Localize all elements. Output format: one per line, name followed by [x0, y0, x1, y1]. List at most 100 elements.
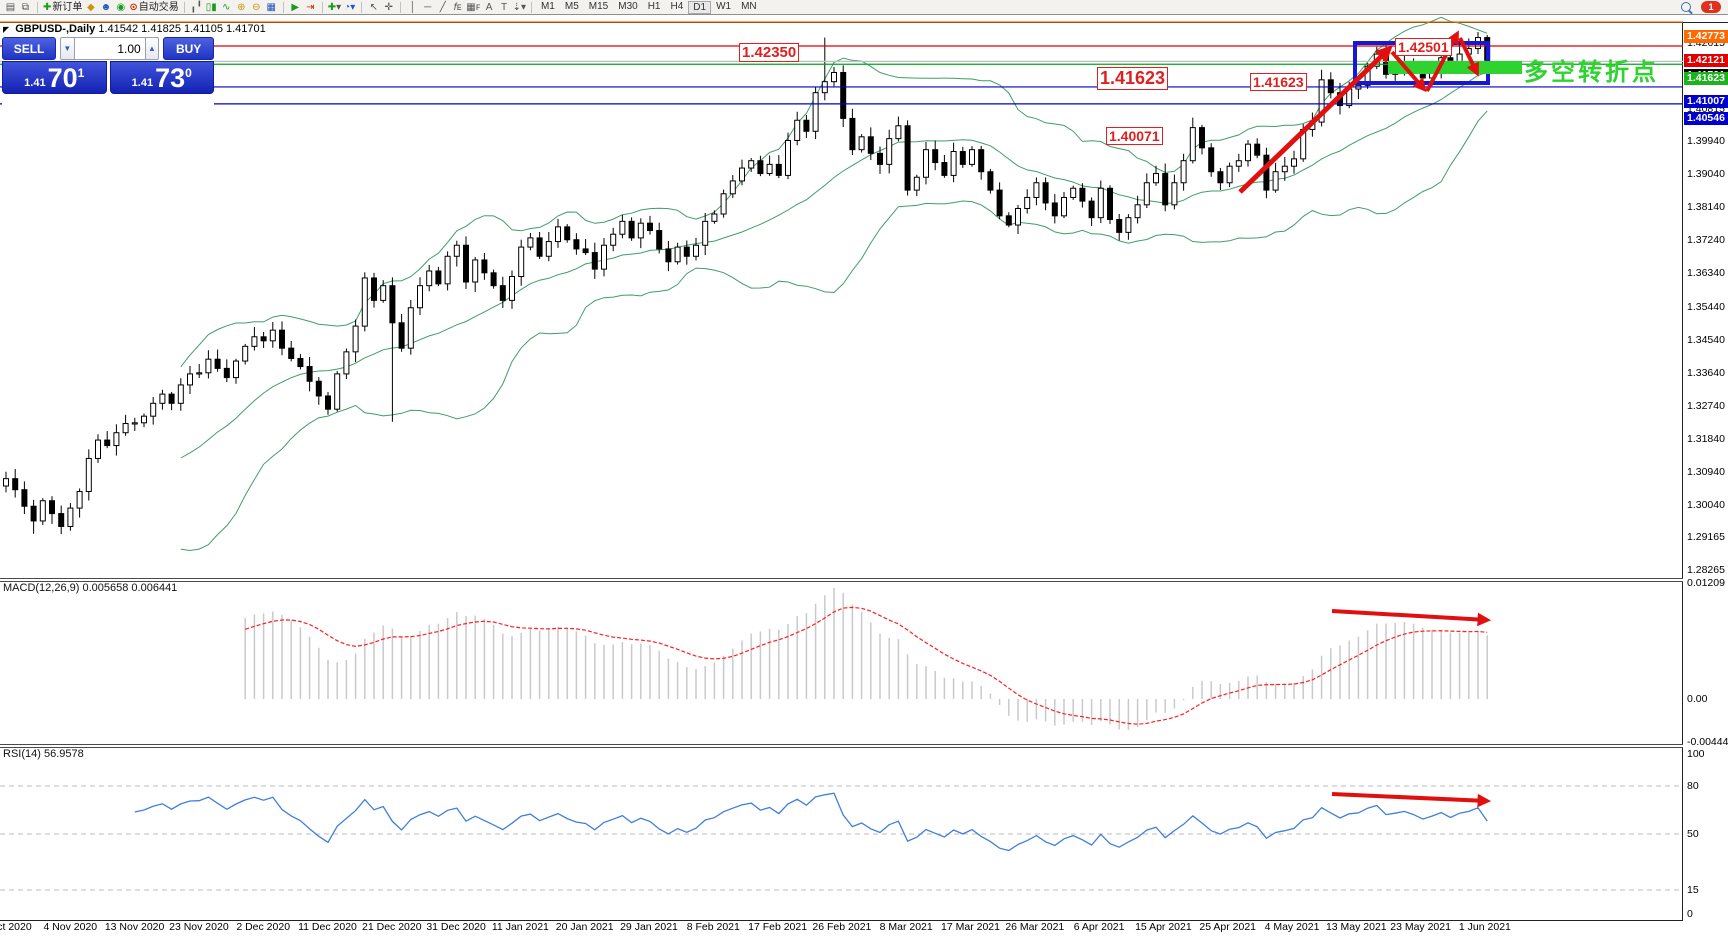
price-tag-1.42350[interactable]: 1.42350 [739, 43, 800, 63]
candle-body [1208, 147, 1215, 173]
candle-body [950, 151, 957, 176]
candle-body [803, 119, 810, 132]
candle-body [1189, 127, 1196, 162]
candle-body [573, 239, 580, 250]
red-trend-arrow[interactable] [1425, 30, 1459, 92]
timeframe-M15[interactable]: M15 [588, 0, 609, 12]
price-tick-1.30940: 1.30940 [1687, 465, 1725, 478]
auto-scroll-icon[interactable]: ⇥ [306, 1, 315, 13]
notification-badge[interactable]: 1 [1701, 1, 1721, 13]
sell-price-display[interactable]: 1.41 70 1 [2, 61, 107, 94]
timeframe-H1[interactable]: H1 [647, 0, 661, 12]
rsi-red-arrow[interactable] [1331, 792, 1492, 808]
candlestick-chart-icon[interactable]: ▯▮ [205, 1, 217, 13]
candle-body [1199, 127, 1205, 149]
candle-body [12, 478, 19, 491]
green-bar-object[interactable] [1388, 61, 1522, 74]
candle-body [656, 230, 663, 250]
candle-body [729, 180, 736, 195]
timeframe-MN[interactable]: MN [741, 0, 757, 12]
deposit-icon[interactable]: ◆ [87, 1, 95, 13]
timeframe-M5[interactable]: M5 [564, 0, 579, 12]
buy-button[interactable]: BUY [163, 37, 214, 60]
rsi-axis-15: 15 [1687, 884, 1699, 896]
bar-chart-icon[interactable]: ╻╹ [190, 1, 203, 13]
print-preview-icon[interactable]: ⧉ [21, 1, 30, 13]
macd-label: MACD(12,26,9) 0.005658 0.006441 [3, 582, 178, 594]
candle-body [665, 248, 672, 263]
price-tag-1.41623[interactable]: 1.41623 [1097, 67, 1169, 90]
price-tag-1.42501[interactable]: 1.42501 [1395, 38, 1452, 57]
autotrading-button[interactable]: ⊙ 自动交易 [129, 1, 179, 13]
trendline-icon[interactable]: ╱ [439, 1, 446, 13]
date-label: 26 Feb 2021 [812, 921, 872, 933]
candle-body [315, 380, 322, 397]
signals-icon[interactable]: ◉ [116, 1, 126, 13]
chart-shift-icon[interactable]: ▶ [291, 1, 300, 13]
volume-input[interactable] [74, 37, 145, 60]
candle-body [39, 500, 46, 522]
date-label: 5 Oct 2020 [0, 921, 32, 933]
price-tag-1.41623[interactable]: 1.41623 [1250, 73, 1307, 92]
rsi-axis-100: 100 [1687, 748, 1705, 760]
search-icon[interactable] [1681, 2, 1691, 12]
volume-increase-button[interactable]: ▲ [144, 37, 160, 60]
vertical-line-icon[interactable]: │ [409, 1, 416, 13]
timeframe-H4[interactable]: H4 [670, 0, 684, 12]
bull-bear-turning-point-note[interactable]: 多空转折点 [1524, 59, 1659, 86]
zoom-out-icon[interactable]: ⊖ [252, 1, 261, 13]
zoom-in-icon[interactable]: ⊕ [237, 1, 246, 13]
crosshair-icon[interactable]: ✛ [384, 1, 393, 13]
cursor-icon[interactable]: ↖ [369, 1, 378, 13]
panel-separator[interactable] [0, 578, 1683, 582]
candle-body [1097, 187, 1104, 219]
price-tag-1.40071[interactable]: 1.40071 [1106, 127, 1163, 146]
timeframe-D1[interactable]: D1 [688, 0, 712, 14]
red-trend-arrow[interactable] [1458, 37, 1479, 77]
candle-body [739, 167, 745, 182]
timeframe-M1[interactable]: M1 [540, 0, 555, 12]
chart-window-icon[interactable]: ▤ [5, 1, 16, 13]
community-icon[interactable]: ☻ [100, 1, 112, 13]
candle-body [913, 176, 920, 191]
main-chart-area[interactable] [0, 16, 1683, 579]
red-trend-arrow[interactable] [1390, 50, 1427, 93]
price-tick-1.31840: 1.31840 [1687, 432, 1725, 445]
horizontal-line-icon[interactable]: ─ [424, 1, 432, 13]
candle-body [1235, 160, 1242, 167]
text-icon[interactable]: A [485, 1, 493, 13]
new-order-button[interactable]: ✚ 新订单 [43, 1, 83, 13]
periods-clock-icon[interactable]: ◔▾ [344, 1, 356, 13]
grid-icon[interactable]: ▦ꜰ [466, 1, 481, 13]
sell-button[interactable]: SELL [2, 37, 57, 60]
arrows-tool-icon[interactable]: ⇣▾ [512, 1, 526, 13]
candle-body [720, 193, 727, 215]
timeframe-W1[interactable]: W1 [716, 0, 732, 12]
timeframe-bar: M1 M5 M15 M30 H1 H4 D1 W1 MN [536, 0, 762, 14]
macd-red-arrow[interactable] [1331, 609, 1492, 627]
timeframe-M30[interactable]: M30 [618, 0, 638, 12]
candle-body [58, 513, 65, 527]
bollinger-upper-band [180, 16, 1488, 368]
candle-body [444, 255, 451, 285]
fibonacci-icon[interactable]: 𝑓ᴇ [453, 1, 462, 13]
candle-body [518, 246, 525, 277]
candle-body [3, 478, 9, 487]
panel-separator[interactable] [0, 744, 1683, 748]
date-label: 23 Nov 2020 [169, 921, 229, 933]
volume-decrease-button[interactable]: ▼ [60, 37, 75, 60]
candle-body [904, 125, 911, 191]
macd-panel[interactable] [0, 580, 1683, 744]
new-order-label: 新订单 [52, 1, 83, 13]
date-label: 26 Mar 2021 [1005, 921, 1065, 933]
red-trend-arrow[interactable] [1238, 45, 1393, 194]
tile-windows-icon[interactable]: ▦ [266, 1, 276, 13]
indicators-icon[interactable]: ✚ ▾ [327, 1, 342, 13]
line-chart-icon[interactable]: ∿ [222, 1, 231, 13]
rsi-panel[interactable] [0, 746, 1683, 920]
date-axis: 5 Oct 2020 4 Nov 2020 13 Nov 2020 23 Nov 20… [0, 921, 1728, 937]
ohlc-readout: 1.41542 1.41825 1.41105 1.41701 [98, 23, 266, 35]
window-collapse-icon[interactable]: ◤ [3, 25, 10, 34]
text-label-icon[interactable]: T [501, 1, 508, 13]
buy-price-display[interactable]: 1.41 73 0 [109, 61, 214, 94]
